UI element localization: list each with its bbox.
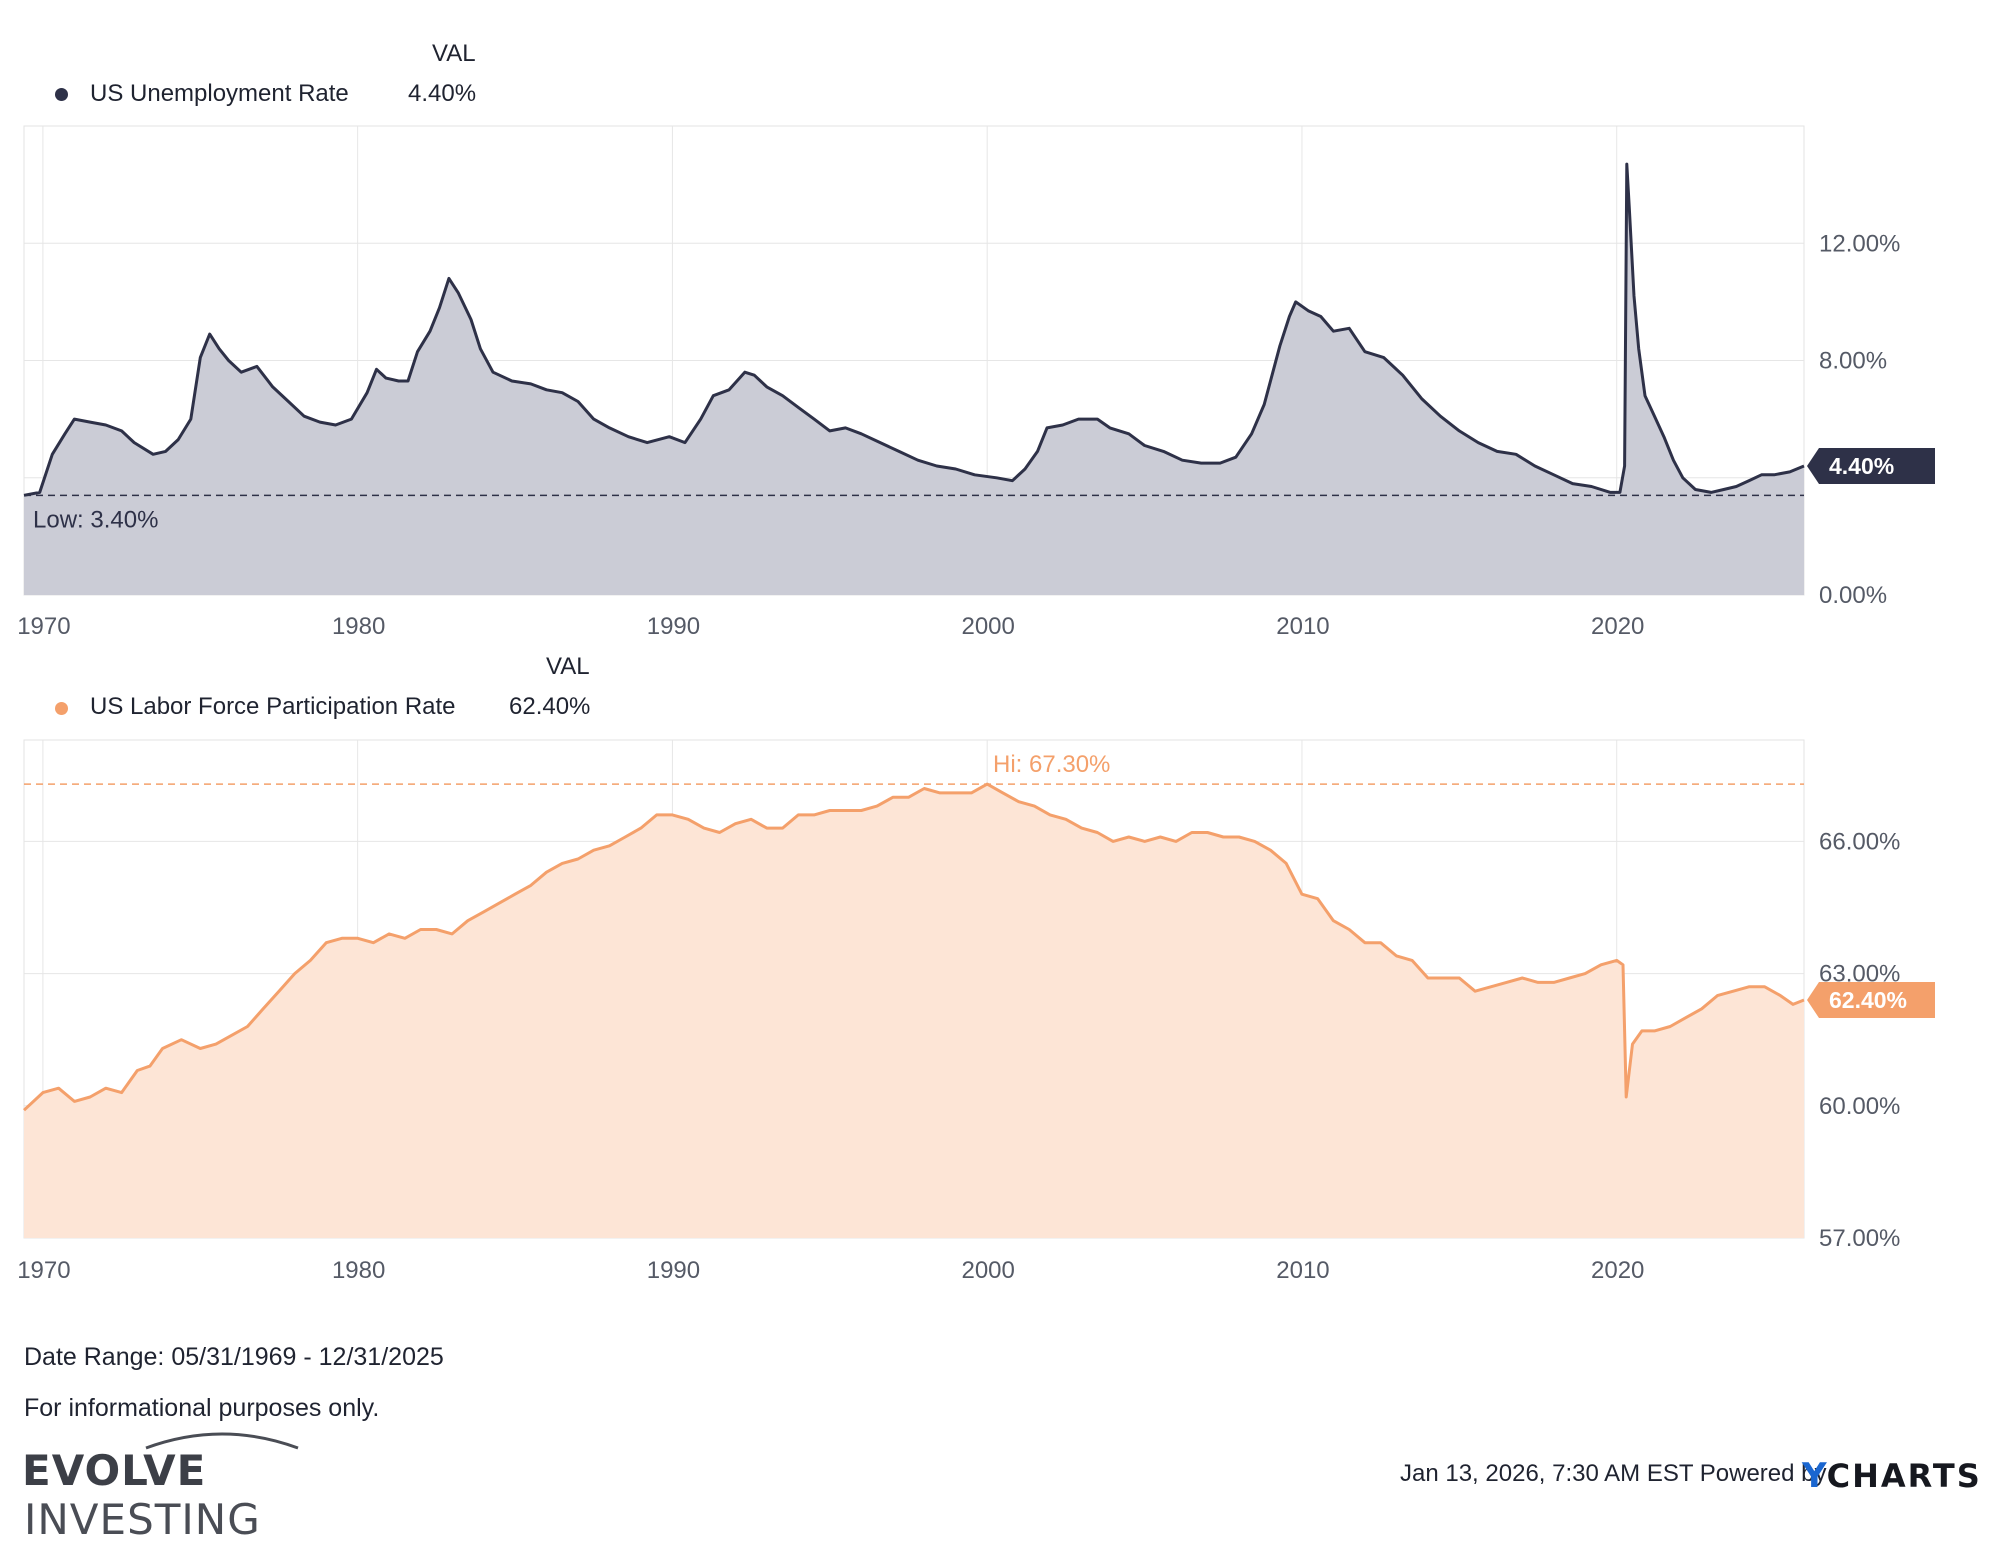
legend2-val-header: VAL <box>546 653 590 680</box>
unemp-area-fill <box>24 164 1804 595</box>
unemp-last-value-tag <box>1807 448 1935 485</box>
unemp-last-value-label: 4.40% <box>1829 453 1894 479</box>
unemp-y-tick-label: 8.00% <box>1819 348 1887 375</box>
evolve-investing-logo: EVOLVE INVESTING <box>22 1426 422 1544</box>
ycharts-logo[interactable]: YCHARTS <box>1802 1456 1982 1496</box>
participation-chart[interactable]: 57.00%60.00%63.00%66.00%1970 1980 1990 2000… <box>17 739 1935 1284</box>
lfpr-y-tick-label: 60.00% <box>1819 1093 1900 1120</box>
unemp-x-tick-label: 1990 <box>647 613 700 640</box>
lfpr-high-label: Hi: 67.30% <box>993 751 1110 778</box>
lfpr-x-tick-label: 1980 <box>332 1257 385 1284</box>
brand-bold: EVOLVE <box>22 1446 207 1495</box>
unemp-low-label: Low: 3.40% <box>33 506 158 533</box>
unemp-x-tick-label: 2010 <box>1276 613 1329 640</box>
lfpr-x-tick-label: 1990 <box>647 1257 700 1284</box>
unemployment-chart[interactable]: 0.00% 8.00% 12.00% 1970 1980 1990 2000 2010 2020… <box>17 125 1935 640</box>
charts-canvas[interactable]: 0.00% 8.00% 12.00% 1970 1980 1990 2000 2010 2020… <box>0 0 2000 1340</box>
lfpr-area-fill <box>24 784 1804 1238</box>
lfpr-y-tick-label: 57.00% <box>1819 1225 1900 1252</box>
lfpr-x-tick-label: 2020 <box>1591 1257 1644 1284</box>
ycharts-rest: CHARTS <box>1826 1457 1982 1495</box>
lfpr-last-value-label: 62.40% <box>1829 987 1907 1013</box>
ycharts-y: Y <box>1802 1456 1827 1496</box>
lfpr-last-value-tag <box>1807 982 1935 1019</box>
unemp-x-tick-label: 1980 <box>332 613 385 640</box>
unemp-x-tick-label: 2020 <box>1591 613 1644 640</box>
lfpr-y-tick-label: 66.00% <box>1819 828 1900 855</box>
legend2-value: 62.40% <box>509 693 591 720</box>
timestamp: Jan 13, 2026, 7:30 AM EST Powered by <box>1400 1460 1827 1487</box>
lfpr-x-tick-label: 1970 <box>17 1257 70 1284</box>
legend1-series-name[interactable]: US Unemployment Rate <box>90 80 349 107</box>
brand-light: INVESTING <box>24 1495 261 1544</box>
legend2-series-name[interactable]: US Labor Force Participation Rate <box>90 693 456 720</box>
date-range: Date Range: 05/31/1969 - 12/31/2025 <box>24 1343 444 1371</box>
legend1-val-header: VAL <box>432 40 476 67</box>
lfpr-x-tick-label: 2010 <box>1276 1257 1329 1284</box>
legend1-dot-icon <box>55 88 68 101</box>
disclaimer: For informational purposes only. <box>24 1394 380 1422</box>
unemp-x-tick-label: 1970 <box>17 613 70 640</box>
legend2-dot-icon <box>55 702 68 715</box>
logo-arc-icon <box>145 1432 299 1450</box>
unemp-x-tick-label: 2000 <box>961 613 1014 640</box>
unemp-y-tick-label: 0.00% <box>1819 582 1887 609</box>
unemp-series-line[interactable] <box>23 162 1805 497</box>
legend1-value: 4.40% <box>408 80 477 107</box>
lfpr-x-tick-label: 2000 <box>961 1257 1014 1284</box>
unemp-y-tick-label: 12.00% <box>1819 230 1900 257</box>
lfpr-series-line[interactable] <box>22 782 1805 1112</box>
